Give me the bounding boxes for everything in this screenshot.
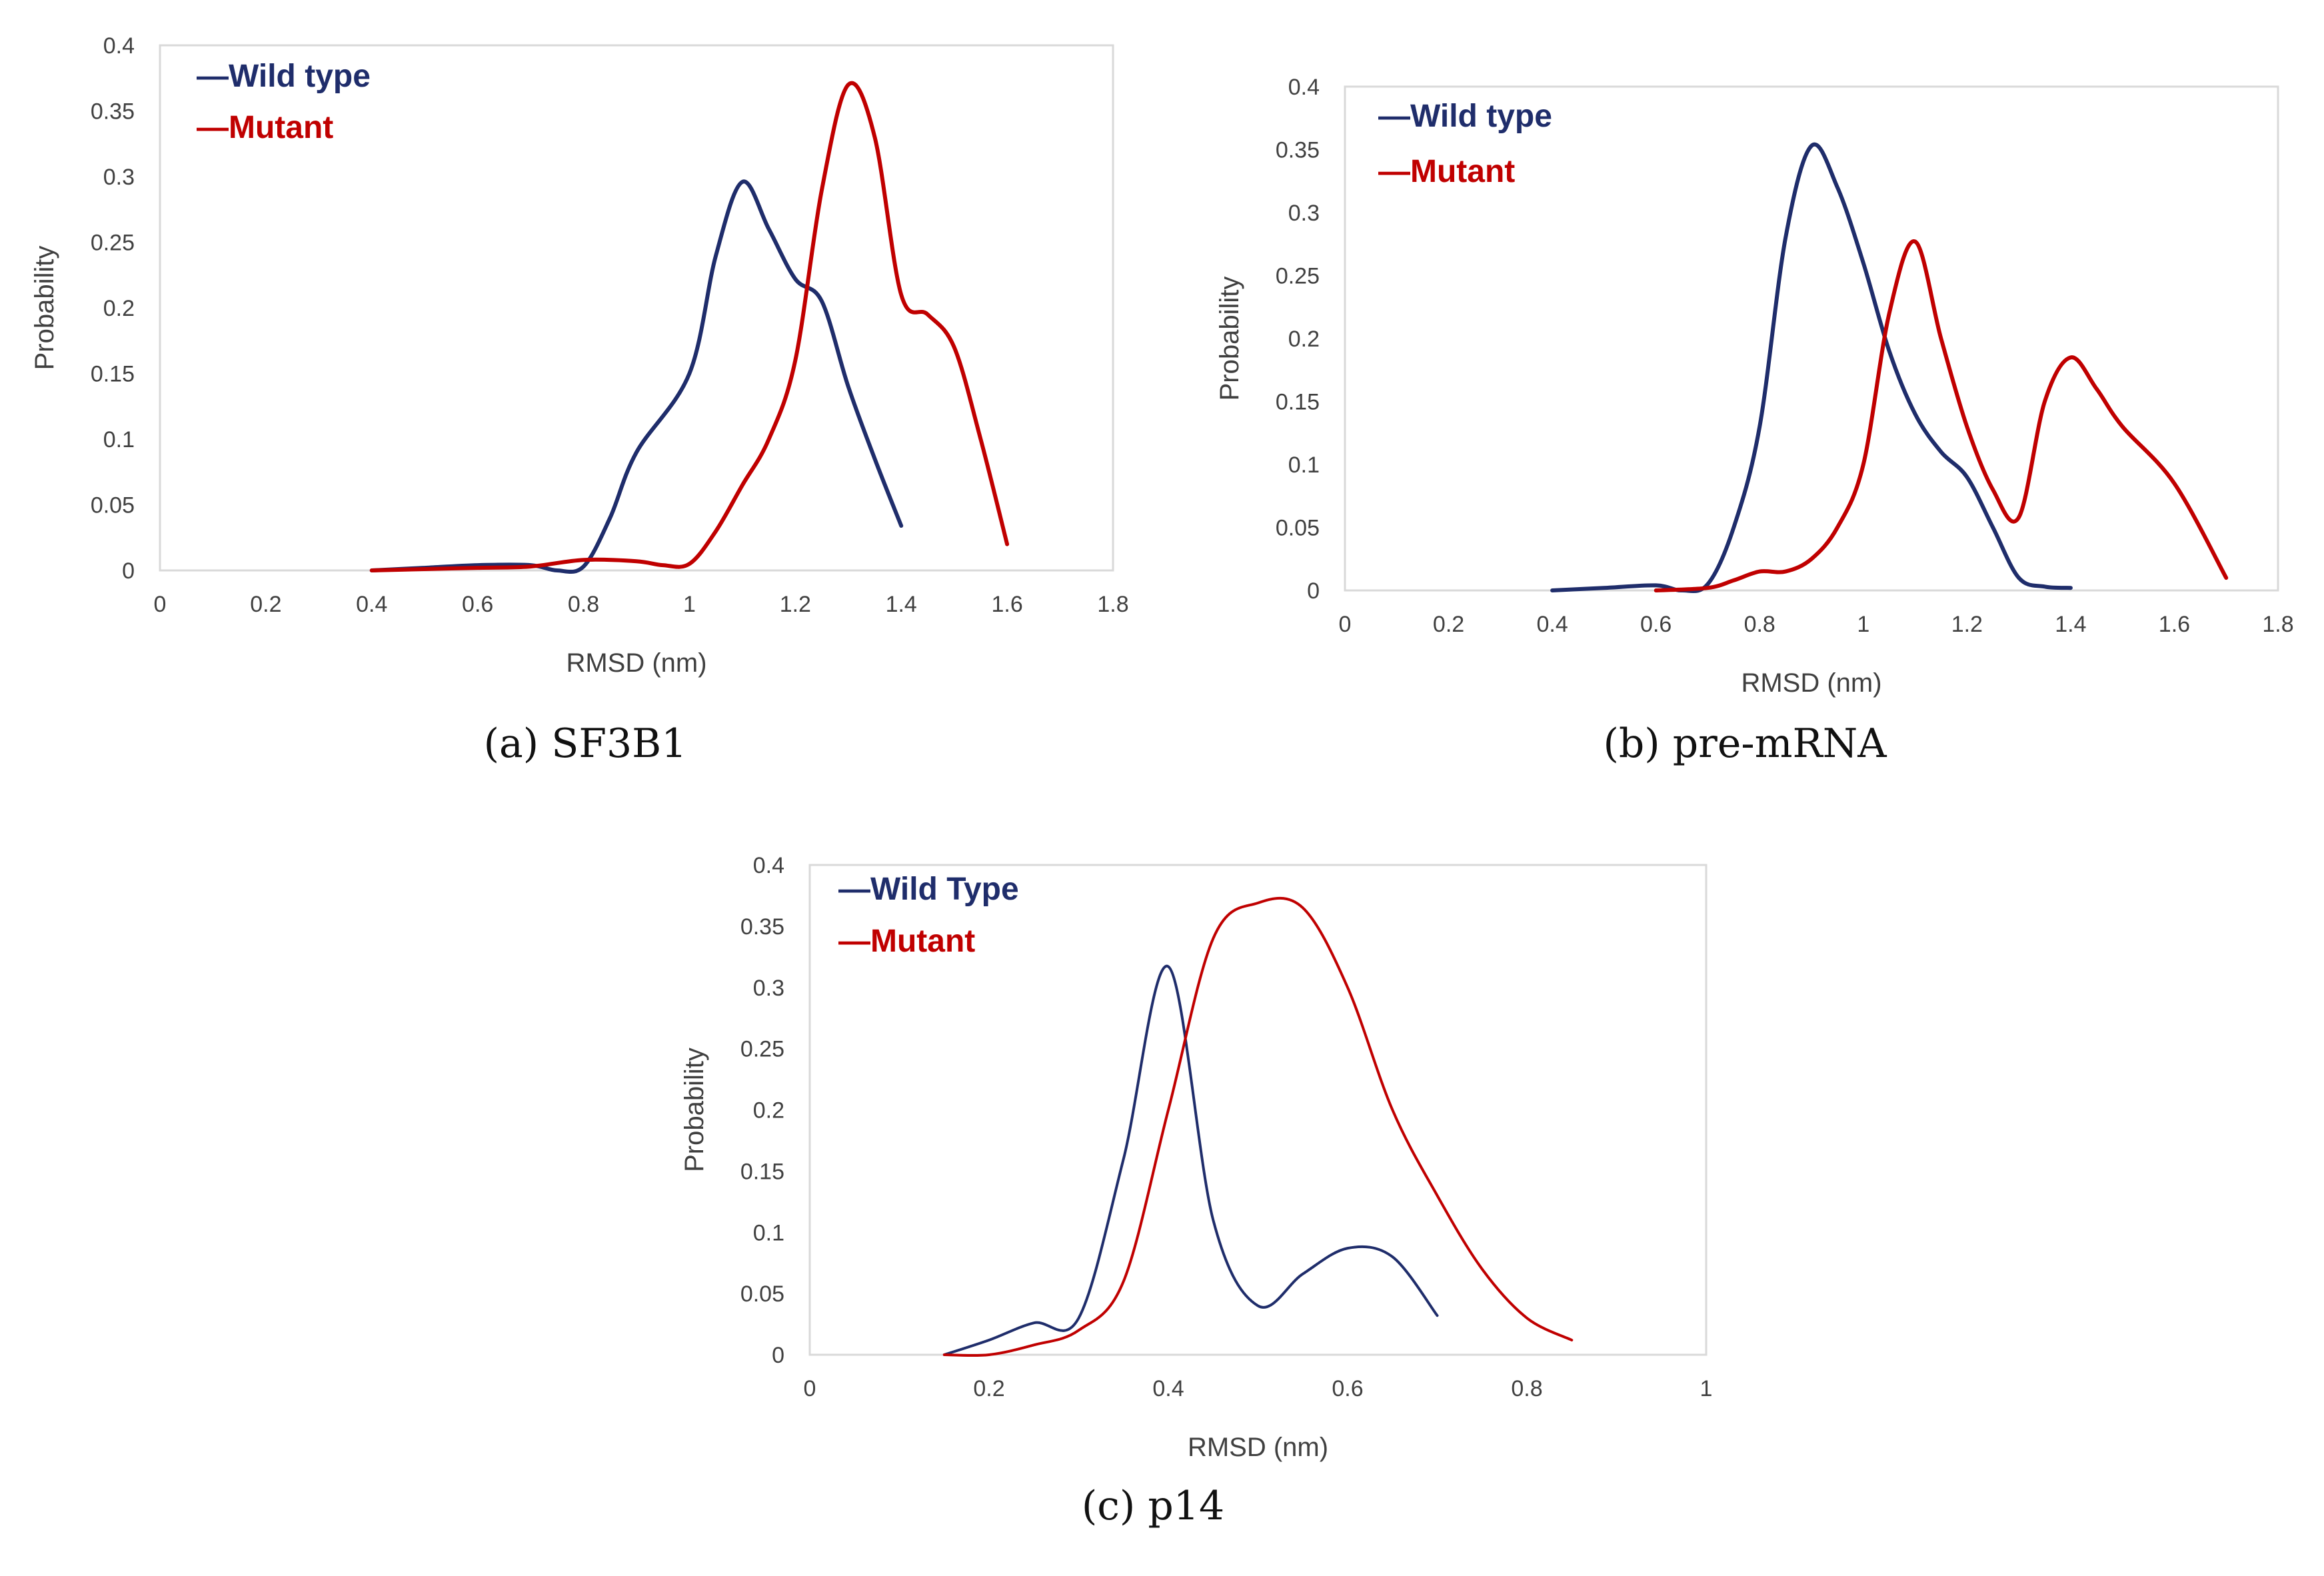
x-tick-label: 0 bbox=[1339, 612, 1352, 637]
x-tick-label: 1.4 bbox=[2055, 612, 2086, 637]
x-tick-label: 0.8 bbox=[1744, 612, 1775, 637]
legend-label: Wild type bbox=[229, 59, 371, 94]
legend-marker: — bbox=[1378, 99, 1410, 134]
x-tick-label: 1 bbox=[1857, 612, 1869, 637]
x-tick-label: 1.8 bbox=[2262, 612, 2293, 637]
y-tick-label: 0.2 bbox=[103, 296, 135, 321]
y-tick-label: 0.3 bbox=[753, 976, 784, 1001]
x-tick-label: 0.6 bbox=[1640, 612, 1672, 637]
legend-label: Wild Type bbox=[870, 872, 1019, 907]
x-tick-label: 0.2 bbox=[973, 1376, 1004, 1401]
y-tick-label: 0.15 bbox=[1276, 390, 1320, 415]
x-tick-label: 0.8 bbox=[1511, 1376, 1542, 1401]
legend-marker: — bbox=[1378, 154, 1410, 189]
y-tick-label: 0 bbox=[122, 558, 135, 584]
x-tick-label: 0.2 bbox=[1433, 612, 1464, 637]
series-line-wild bbox=[369, 179, 904, 574]
x-tick-label: 1.2 bbox=[1951, 612, 1983, 637]
x-tick-label: 1.4 bbox=[886, 592, 917, 617]
legend-entry: — Wild type bbox=[197, 59, 371, 94]
x-tick-label: 0.6 bbox=[1332, 1376, 1363, 1401]
y-tick-label: 0.25 bbox=[1276, 264, 1320, 289]
panel-caption: (c) p14 bbox=[1082, 1483, 1224, 1529]
x-tick-label: 0 bbox=[804, 1376, 816, 1401]
y-tick-label: 0.4 bbox=[1288, 75, 1320, 100]
series-line-mutant bbox=[942, 896, 1574, 1357]
series-line-mutant bbox=[1654, 239, 2229, 592]
x-axis-title: RMSD (nm) bbox=[1188, 1433, 1328, 1462]
legend-marker: — bbox=[197, 59, 229, 94]
y-tick-label: 0.3 bbox=[103, 165, 135, 190]
y-tick-label: 0.3 bbox=[1288, 201, 1320, 226]
y-tick-label: 0.15 bbox=[740, 1159, 784, 1184]
chart-panel-0: 0 0.05 0.1 0.15 0.2 0.25 0.3 0.35 0.4 0 0.2 0.4 0.6 0… bbox=[30, 33, 1129, 767]
y-tick-label: 0.05 bbox=[740, 1281, 784, 1307]
series-line-wild bbox=[942, 964, 1439, 1356]
legend-marker: — bbox=[197, 110, 229, 145]
legend-label: Mutant bbox=[229, 110, 333, 145]
y-tick-label: 0.25 bbox=[91, 231, 135, 256]
x-axis-title: RMSD (nm) bbox=[1741, 668, 1881, 698]
series-line-wild bbox=[1550, 142, 2073, 594]
y-tick-label: 0.4 bbox=[753, 853, 784, 878]
y-tick-label: 0.35 bbox=[1276, 138, 1320, 163]
x-axis-title: RMSD (nm) bbox=[566, 648, 706, 678]
y-tick-label: 0.25 bbox=[740, 1037, 784, 1062]
x-tick-label: 1.2 bbox=[780, 592, 811, 617]
legend-label: Mutant bbox=[870, 924, 975, 959]
y-tick-label: 0.4 bbox=[103, 33, 135, 59]
x-tick-label: 0.4 bbox=[1536, 612, 1568, 637]
chart-panel-1: 0 0.05 0.1 0.15 0.2 0.25 0.3 0.35 0.4 0 0.2 0.4 0.6 0… bbox=[1215, 75, 2294, 767]
legend-marker: — bbox=[838, 872, 870, 907]
x-tick-label: 1.6 bbox=[991, 592, 1022, 617]
panel-caption: (b) pre-mRNA bbox=[1603, 720, 1887, 767]
chart-panel-2: 0 0.05 0.1 0.15 0.2 0.25 0.3 0.35 0.4 0 0.2 0.4 0.6 0… bbox=[680, 853, 1712, 1529]
x-tick-label: 0.4 bbox=[1152, 1376, 1184, 1401]
y-tick-label: 0.2 bbox=[1288, 327, 1320, 352]
x-tick-label: 0.6 bbox=[462, 592, 493, 617]
y-tick-label: 0.2 bbox=[753, 1098, 784, 1124]
x-tick-label: 1.8 bbox=[1097, 592, 1128, 617]
legend-entry: — Wild type bbox=[1378, 99, 1552, 134]
y-tick-label: 0.15 bbox=[91, 362, 135, 387]
legend-label: Wild type bbox=[1410, 99, 1552, 134]
y-tick-label: 0.1 bbox=[103, 427, 135, 452]
legend-entry: — Mutant bbox=[838, 924, 975, 959]
legend-entry: — Wild Type bbox=[838, 872, 1019, 907]
y-tick-label: 0.35 bbox=[91, 99, 135, 125]
legend-entry: — Mutant bbox=[197, 110, 333, 145]
y-tick-label: 0.1 bbox=[1288, 452, 1320, 478]
x-tick-label: 0.2 bbox=[250, 592, 281, 617]
y-tick-label: 0.05 bbox=[1276, 516, 1320, 541]
y-axis-title: Probability bbox=[30, 246, 59, 371]
legend-label: Mutant bbox=[1410, 154, 1515, 189]
y-tick-label: 0.05 bbox=[91, 493, 135, 518]
legend-marker: — bbox=[838, 924, 870, 959]
series-line-mutant bbox=[369, 81, 1010, 572]
y-tick-label: 0.1 bbox=[753, 1220, 784, 1245]
x-tick-label: 1.6 bbox=[2159, 612, 2190, 637]
x-tick-label: 0.8 bbox=[568, 592, 599, 617]
x-tick-label: 1 bbox=[683, 592, 696, 617]
y-tick-label: 0.35 bbox=[740, 914, 784, 940]
x-tick-label: 1 bbox=[1700, 1376, 1713, 1401]
y-tick-label: 0 bbox=[1307, 578, 1320, 604]
y-axis-title: Probability bbox=[1215, 277, 1244, 401]
legend-entry: — Mutant bbox=[1378, 154, 1515, 189]
y-axis-title: Probability bbox=[680, 1048, 709, 1172]
panel-caption: (a) SF3B1 bbox=[484, 720, 687, 767]
y-tick-label: 0 bbox=[772, 1343, 784, 1368]
x-tick-label: 0.4 bbox=[356, 592, 387, 617]
x-tick-label: 0 bbox=[154, 592, 167, 617]
